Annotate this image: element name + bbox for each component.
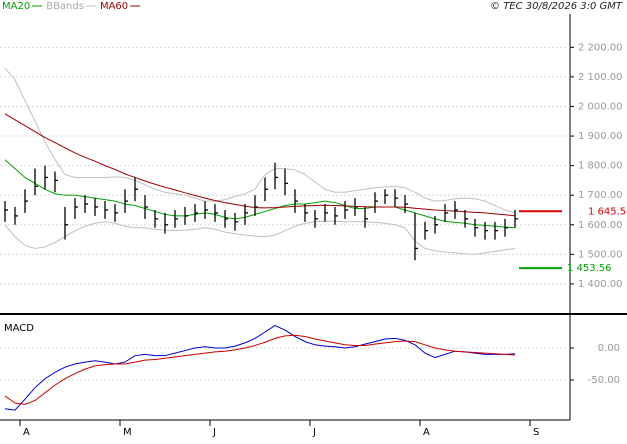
source: © TEC 30/8/2026 3:0 GMT xyxy=(490,1,623,12)
ma-line xyxy=(4,113,516,217)
x-tick-label: M xyxy=(123,427,132,438)
y-tick-label: 1 900.00 xyxy=(578,131,623,142)
ma-line xyxy=(4,159,516,229)
macd-line xyxy=(4,325,516,411)
y-tick-label: 2 000.00 xyxy=(578,101,623,112)
y-tick-label: 1 500.00 xyxy=(578,249,623,260)
price-label: 1 453.56 xyxy=(567,263,612,274)
bband-lower xyxy=(4,220,516,255)
y-tick-label: 2 200.00 xyxy=(578,42,623,53)
x-tick-label: J xyxy=(212,427,216,438)
y-tick-label: 1 600.00 xyxy=(578,220,623,231)
macd-line xyxy=(4,334,516,405)
y-tick-label: -50.00 xyxy=(588,375,620,386)
macd-title: MACD xyxy=(4,323,34,334)
x-tick-label: J xyxy=(312,427,316,438)
x-tick-label: A xyxy=(23,427,30,438)
y-tick-label: 1 800.00 xyxy=(578,161,623,172)
y-tick-label: 0.00 xyxy=(598,343,620,354)
bband-upper xyxy=(4,67,516,214)
price-label: 1 645.5 xyxy=(588,206,626,217)
legend-label: BBands xyxy=(46,1,84,12)
x-tick-label: A xyxy=(423,427,430,438)
y-tick-label: 1 700.00 xyxy=(578,190,623,201)
y-tick-label: 1 400.00 xyxy=(578,279,623,290)
legend-label: MA60 xyxy=(100,1,128,12)
legend-label: MA20 xyxy=(2,1,30,12)
y-tick-label: 2 100.00 xyxy=(578,72,623,83)
x-tick-label: S xyxy=(533,427,539,438)
